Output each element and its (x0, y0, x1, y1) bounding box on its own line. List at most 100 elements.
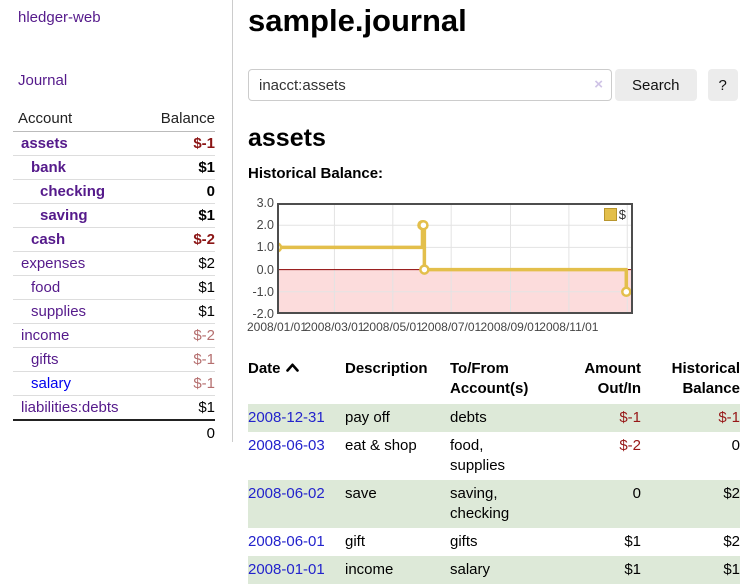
search-input[interactable] (248, 69, 612, 101)
chart-canvas (271, 203, 633, 314)
account-balance: $1 (142, 155, 215, 180)
transaction-amount: $-1 (550, 404, 641, 432)
accounts-tree: Account Balance assets $-1 bank $1 check… (13, 107, 215, 445)
y-axis-tick-label: -1.0 (252, 284, 274, 299)
account-link-liabilities-debts[interactable]: liabilities:debts (21, 399, 119, 416)
x-axis-tick-label: 2008/11/01 (539, 320, 599, 334)
register-header-row: Date Description To/From Account(s) Amou… (248, 356, 740, 404)
register-table: Date Description To/From Account(s) Amou… (248, 356, 740, 584)
account-balance: $-1 (142, 131, 215, 156)
transaction-date-link[interactable]: 2008-06-02 (248, 485, 325, 502)
account-link-cash[interactable]: cash (31, 231, 66, 248)
x-axis-tick-label: 2008/01/01 (246, 320, 308, 334)
account-balance: $1 (142, 395, 215, 421)
account-row-bank: bank $1 (13, 155, 215, 180)
account-row-expenses: expenses $2 (13, 251, 215, 276)
account-link-food[interactable]: food (31, 279, 61, 296)
account-link-assets[interactable]: assets (21, 135, 68, 152)
transaction-description: gift (345, 533, 366, 550)
transaction-balance: $-1 (641, 404, 740, 432)
account-link-bank[interactable]: bank (31, 159, 67, 176)
account-balance: $-1 (142, 371, 215, 396)
transaction-balance: $1 (641, 556, 740, 584)
account-balance: $-2 (142, 227, 215, 252)
chart-legend: $ (603, 207, 626, 222)
accounts-total-value: 0 (142, 419, 215, 445)
account-row-food: food $1 (13, 275, 215, 300)
transaction-description: save (345, 480, 450, 528)
transaction-accounts: saving, checking (450, 480, 550, 528)
accounts-total-row: 0 (13, 419, 215, 445)
account-link-income[interactable]: income (21, 327, 70, 344)
account-link-gifts[interactable]: gifts (31, 351, 59, 368)
register-row: 2008-01-01 income salary $1 $1 (248, 556, 740, 584)
register-row: 2008-06-02 save saving, checking 0 $2 (248, 480, 740, 528)
y-axis-tick-label: 0.0 (256, 262, 274, 277)
column-header-accounts: To/From Account(s) (450, 360, 529, 397)
transaction-accounts: debts (450, 404, 550, 432)
transaction-amount: $1 (550, 556, 641, 584)
sidebar: hledger-web Journal Account Balance asse… (0, 0, 232, 445)
transaction-accounts: salary (450, 556, 550, 584)
sort-asc-icon (285, 363, 299, 372)
transaction-date-link[interactable]: 2008-12-31 (248, 409, 325, 426)
y-axis-tick-label: -2.0 (252, 307, 274, 321)
column-header-balance: Historical Balance (671, 360, 740, 397)
legend-series-label: $ (618, 207, 626, 222)
clear-search-icon[interactable]: × (594, 76, 603, 93)
transaction-date-link[interactable]: 2008-06-03 (248, 437, 325, 454)
main-content: sample.journal × Search ? assets Histori… (247, 0, 742, 584)
search-bar: × Search ? (248, 69, 742, 101)
transaction-amount: $1 (624, 533, 641, 550)
account-link-expenses[interactable]: expenses (21, 255, 86, 272)
x-axis-tick-label: 2008/07/01 (421, 320, 482, 334)
column-header-description: Description (345, 360, 428, 377)
transaction-balance: 0 (731, 437, 740, 454)
account-link-checking[interactable]: checking (40, 183, 106, 200)
transaction-date-link[interactable]: 2008-06-01 (248, 533, 325, 550)
account-balance: $1 (142, 203, 215, 228)
account-balance: $-2 (142, 323, 215, 348)
account-balance: $2 (142, 251, 215, 276)
register-row: 2008-06-01 gift gifts $1 $2 (248, 528, 740, 556)
account-row-gifts: gifts $-1 (13, 347, 215, 372)
account-balance: $1 (142, 275, 215, 300)
app-brand-link[interactable]: hledger-web (18, 9, 101, 26)
account-row-assets: assets $-1 (13, 131, 215, 156)
account-balance: $1 (142, 299, 215, 324)
transaction-accounts: food, supplies (450, 437, 506, 474)
x-axis-tick-label: 2008/05/01 (362, 320, 423, 334)
historical-balance-chart: $ 3.0 2.0 1.0 0.0 -1.0 -2.0 2008/01/01 2008/03/… (247, 196, 742, 336)
transaction-description: pay off (345, 404, 450, 432)
account-link-supplies[interactable]: supplies (31, 303, 87, 320)
accounts-header-balance: Balance (142, 107, 215, 132)
account-link-saving[interactable]: saving (40, 207, 88, 224)
account-row-salary: salary $-1 (13, 371, 215, 396)
transaction-amount: 0 (550, 480, 641, 528)
account-balance: 0 (142, 179, 215, 204)
account-row-supplies: supplies $1 (13, 299, 215, 324)
sidebar-divider (232, 0, 233, 442)
x-axis-tick-label: 2008/03/01 (304, 320, 365, 334)
accounts-header-account: Account (13, 107, 143, 132)
account-row-checking: checking 0 (13, 179, 215, 204)
transaction-date-link[interactable]: 2008-01-01 (248, 561, 325, 578)
account-link-salary[interactable]: salary (31, 375, 72, 392)
legend-swatch-icon (603, 208, 617, 221)
chart-title: Historical Balance: (248, 165, 384, 182)
x-axis-tick-label: 2008/09/01 (480, 320, 541, 334)
help-button[interactable]: ? (707, 69, 738, 101)
account-balance: $-1 (142, 347, 215, 372)
account-row-saving: saving $1 (13, 203, 215, 228)
chart-plot-area: $ (271, 203, 633, 314)
search-button[interactable]: Search (615, 69, 697, 101)
transaction-description: income (345, 556, 450, 584)
sidebar-item-journal[interactable]: Journal (18, 72, 68, 89)
transaction-amount: $-2 (619, 437, 641, 454)
register-row: 2008-12-31 pay off debts $-1 $-1 (248, 404, 740, 432)
y-axis-tick-label: 2.0 (256, 218, 274, 233)
column-header-date[interactable]: Date (248, 356, 345, 404)
column-header-amount: Amount Out/In (584, 360, 641, 397)
transaction-balance: $2 (641, 480, 740, 528)
y-axis-tick-label: 3.0 (256, 196, 274, 210)
